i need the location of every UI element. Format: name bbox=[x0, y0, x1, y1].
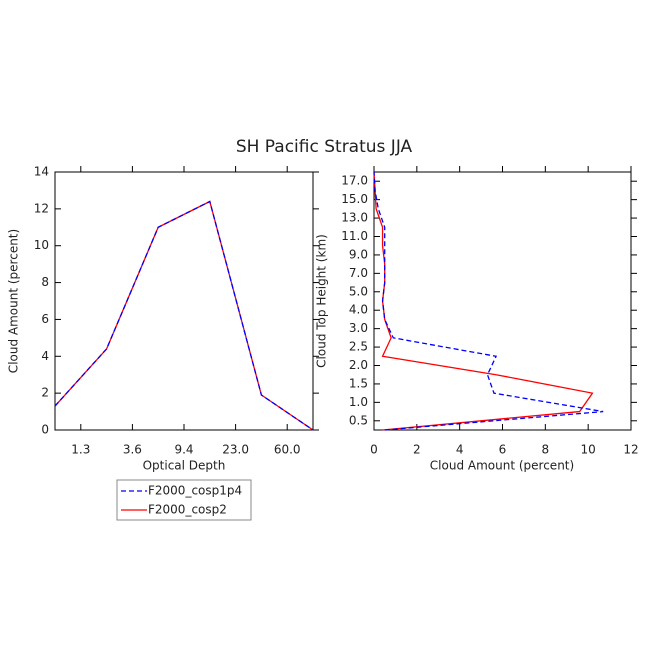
x-tick-label: 12 bbox=[623, 443, 638, 457]
x-tick-label: 4 bbox=[456, 443, 464, 457]
x-axis-label: Cloud Amount (percent) bbox=[430, 459, 574, 473]
y-tick-label: 10 bbox=[34, 238, 49, 252]
y-tick-label: 4.0 bbox=[349, 303, 368, 317]
y-tick-label: 7.0 bbox=[349, 266, 368, 280]
x-tick-label: 23.0 bbox=[222, 443, 249, 457]
y-tick-label: 14 bbox=[34, 165, 49, 179]
x-tick-label: 0 bbox=[370, 443, 378, 457]
x-tick-label: 8 bbox=[542, 443, 550, 457]
legend-label: F2000_cosp2 bbox=[148, 503, 227, 517]
y-tick-label: 15.0 bbox=[341, 192, 368, 206]
y-tick-label: 13.0 bbox=[341, 211, 368, 225]
series-line bbox=[54, 200, 314, 431]
y-axis-label: Cloud Amount (percent) bbox=[7, 229, 21, 373]
y-axis-label: Cloud Top Height (km) bbox=[315, 234, 329, 368]
x-tick-label: 60.0 bbox=[274, 443, 301, 457]
legend-label: F2000_cosp1p4 bbox=[148, 484, 242, 498]
y-tick-label: 1.0 bbox=[349, 395, 368, 409]
y-tick-label: 5.0 bbox=[349, 284, 368, 298]
x-tick-label: 10 bbox=[581, 443, 596, 457]
x-axis-label: Optical Depth bbox=[143, 459, 226, 473]
y-tick-label: 11.0 bbox=[341, 229, 368, 243]
chart-title: SH Pacific Stratus JJA bbox=[236, 137, 413, 157]
y-tick-label: 6 bbox=[41, 312, 49, 326]
y-tick-label: 2.5 bbox=[349, 340, 368, 354]
x-tick-label: 1.3 bbox=[71, 443, 90, 457]
y-tick-label: 2.0 bbox=[349, 358, 368, 372]
y-tick-label: 0.5 bbox=[349, 413, 368, 427]
x-tick-label: 3.6 bbox=[123, 443, 142, 457]
y-tick-label: 12 bbox=[34, 201, 49, 215]
y-tick-label: 17.0 bbox=[341, 174, 368, 188]
y-tick-label: 1.5 bbox=[349, 376, 368, 390]
y-tick-label: 3.0 bbox=[349, 321, 368, 335]
y-tick-label: 9.0 bbox=[349, 247, 368, 261]
legend bbox=[116, 479, 252, 521]
series-line bbox=[373, 171, 604, 431]
y-tick-label: 2 bbox=[41, 386, 49, 400]
y-tick-label: 8 bbox=[41, 275, 49, 289]
x-tick-label: 2 bbox=[413, 443, 421, 457]
x-tick-label: 9.4 bbox=[174, 443, 193, 457]
x-tick-label: 6 bbox=[499, 443, 507, 457]
y-tick-label: 0 bbox=[41, 423, 49, 437]
y-tick-label: 4 bbox=[41, 349, 49, 363]
